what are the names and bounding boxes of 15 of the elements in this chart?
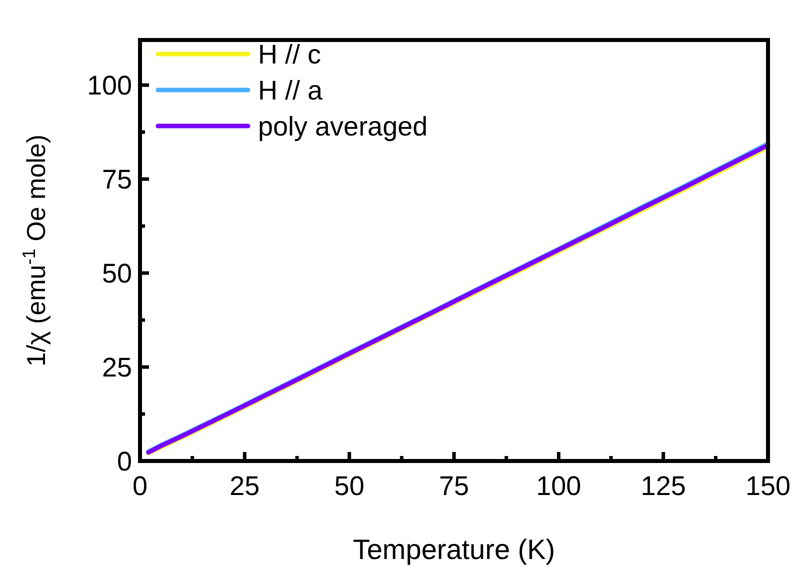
legend-label: poly averaged — [258, 111, 428, 142]
legend-label: H // c — [258, 39, 322, 70]
legend-label: H // a — [258, 75, 324, 106]
y-tick-label: 75 — [102, 164, 132, 195]
x-tick-label: 100 — [536, 471, 582, 501]
x-tick-label: 25 — [230, 471, 260, 501]
x-axis-title: Temperature (K) — [352, 534, 556, 565]
y-tick-label: 25 — [102, 352, 132, 382]
y-tick-label: 0 — [116, 446, 132, 476]
y-tick-label: 50 — [102, 258, 132, 289]
x-tick-label: 50 — [334, 471, 364, 501]
x-tick-label: 125 — [640, 471, 686, 501]
x-tick-label: 150 — [745, 471, 791, 501]
y-tick-label: 100 — [86, 70, 132, 101]
x-tick-label: 75 — [438, 471, 470, 501]
